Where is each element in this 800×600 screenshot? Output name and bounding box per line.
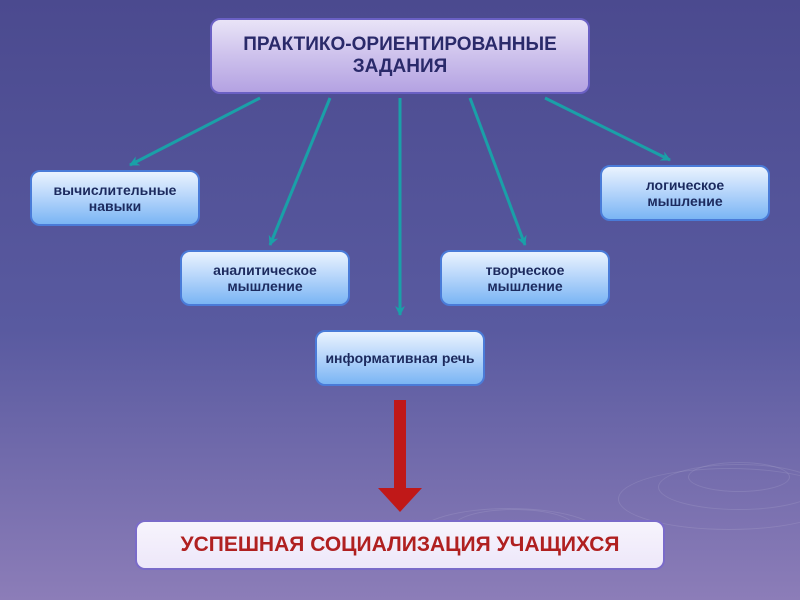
title-box: ПРАКТИКО-ОРИЕНТИРОВАННЫЕ ЗАДАНИЯ — [210, 18, 590, 94]
skill-box-informative: информативная речь — [315, 330, 485, 386]
title-text: ПРАКТИКО-ОРИЕНТИРОВАННЫЕ ЗАДАНИЯ — [220, 34, 580, 78]
skill-box-analytic: аналитическое мышление — [180, 250, 350, 306]
skill-label: логическое мышление — [610, 177, 760, 209]
ripple-decoration — [658, 464, 800, 510]
skill-box-calc: вычислительные навыки — [30, 170, 200, 226]
skill-box-logic: логическое мышление — [600, 165, 770, 221]
skill-label: аналитическое мышление — [190, 262, 340, 294]
skill-label: информативная речь — [325, 350, 474, 366]
ripple-decoration — [688, 462, 790, 492]
bottom-text: УСПЕШНАЯ СОЦИАЛИЗАЦИЯ УЧАЩИХСЯ — [181, 533, 620, 557]
diagram-canvas: ПРАКТИКО-ОРИЕНТИРОВАННЫЕ ЗАДАНИЯ вычисли… — [0, 0, 800, 600]
skill-label: вычислительные навыки — [40, 182, 190, 214]
bottom-box: УСПЕШНАЯ СОЦИАЛИЗАЦИЯ УЧАЩИХСЯ — [135, 520, 665, 570]
red-arrow — [378, 400, 422, 512]
skill-box-creative: творческое мышление — [440, 250, 610, 306]
skill-label: творческое мышление — [450, 262, 600, 294]
